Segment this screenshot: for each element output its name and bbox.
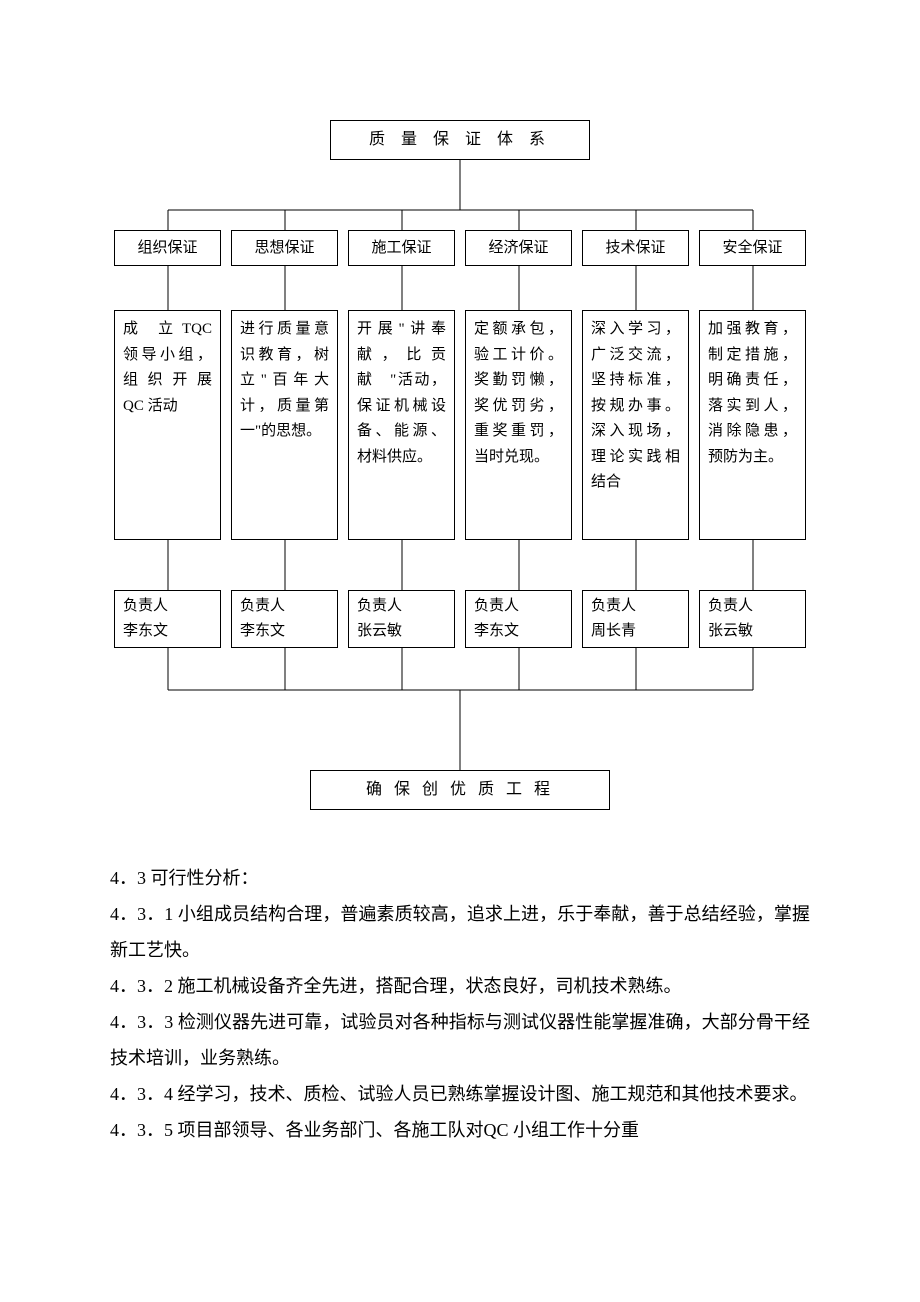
description-box: 定额承包，验工计价。奖勤罚懒，奖优罚劣，重奖重罚，当时兑现。: [465, 310, 572, 540]
paragraph: 4．3．5 项目部领导、各业务部门、各施工队对QC 小组工作十分重: [110, 1112, 810, 1148]
person-box: 负责人张云敏: [699, 590, 806, 648]
category-box: 施工保证: [348, 230, 455, 266]
person-name: 张云敏: [708, 619, 753, 645]
person-box: 负责人张云敏: [348, 590, 455, 648]
person-label: 负责人: [123, 594, 168, 620]
paragraph: 4．3．4 经学习，技术、质检、试验人员已熟练掌握设计图、施工规范和其他技术要求…: [110, 1076, 810, 1112]
person-name: 李东文: [474, 619, 519, 645]
paragraph: 4．3．2 施工机械设备齐全先进，搭配合理，状态良好，司机技术熟练。: [110, 968, 810, 1004]
description-box: 加强教育，制定措施，明确责任，落实到人，消除隐患，预防为主。: [699, 310, 806, 540]
category-box: 安全保证: [699, 230, 806, 266]
category-box: 思想保证: [231, 230, 338, 266]
person-name: 周长青: [591, 619, 636, 645]
description-box: 进行质量意识教育，树立"百年大计，质量第一"的思想。: [231, 310, 338, 540]
paragraph: 4．3 可行性分析：: [110, 860, 810, 896]
person-label: 负责人: [357, 594, 402, 620]
description-box: 深入学习，广泛交流，坚持标准，按规办事。深入现场，理论实践相结合: [582, 310, 689, 540]
description-box: 成 立 TQC 领导小组，组织开展 QC 活动: [114, 310, 221, 540]
person-name: 张云敏: [357, 619, 402, 645]
diagram-title: 质 量 保 证 体 系: [369, 128, 551, 152]
document-page: 质 量 保 证 体 系 组织保证思想保证施工保证经济保证技术保证安全保证 成 立…: [0, 0, 920, 1302]
diagram-bottom-box: 确 保 创 优 质 工 程: [310, 770, 610, 810]
category-box: 经济保证: [465, 230, 572, 266]
person-box: 负责人周长青: [582, 590, 689, 648]
person-name: 李东文: [123, 619, 168, 645]
person-label: 负责人: [240, 594, 285, 620]
description-box: 开展"讲奉献，比贡 献 "活动，保证机械设备、能源、材料供应。: [348, 310, 455, 540]
diagram-title-box: 质 量 保 证 体 系: [330, 120, 590, 160]
quality-system-diagram: 质 量 保 证 体 系 组织保证思想保证施工保证经济保证技术保证安全保证 成 立…: [110, 120, 810, 840]
category-box: 组织保证: [114, 230, 221, 266]
person-label: 负责人: [591, 594, 636, 620]
person-box: 负责人李东文: [231, 590, 338, 648]
person-box: 负责人李东文: [465, 590, 572, 648]
paragraph: 4．3．1 小组成员结构合理，普遍素质较高，追求上进，乐于奉献，善于总结经验，掌…: [110, 896, 810, 968]
paragraph: 4．3．3 检测仪器先进可靠，试验员对各种指标与测试仪器性能掌握准确，大部分骨干…: [110, 1004, 810, 1076]
person-name: 李东文: [240, 619, 285, 645]
person-label: 负责人: [474, 594, 519, 620]
category-box: 技术保证: [582, 230, 689, 266]
diagram-bottom-text: 确 保 创 优 质 工 程: [366, 778, 554, 802]
body-text: 4．3 可行性分析：4．3．1 小组成员结构合理，普遍素质较高，追求上进，乐于奉…: [110, 860, 810, 1148]
person-label: 负责人: [708, 594, 753, 620]
person-box: 负责人李东文: [114, 590, 221, 648]
